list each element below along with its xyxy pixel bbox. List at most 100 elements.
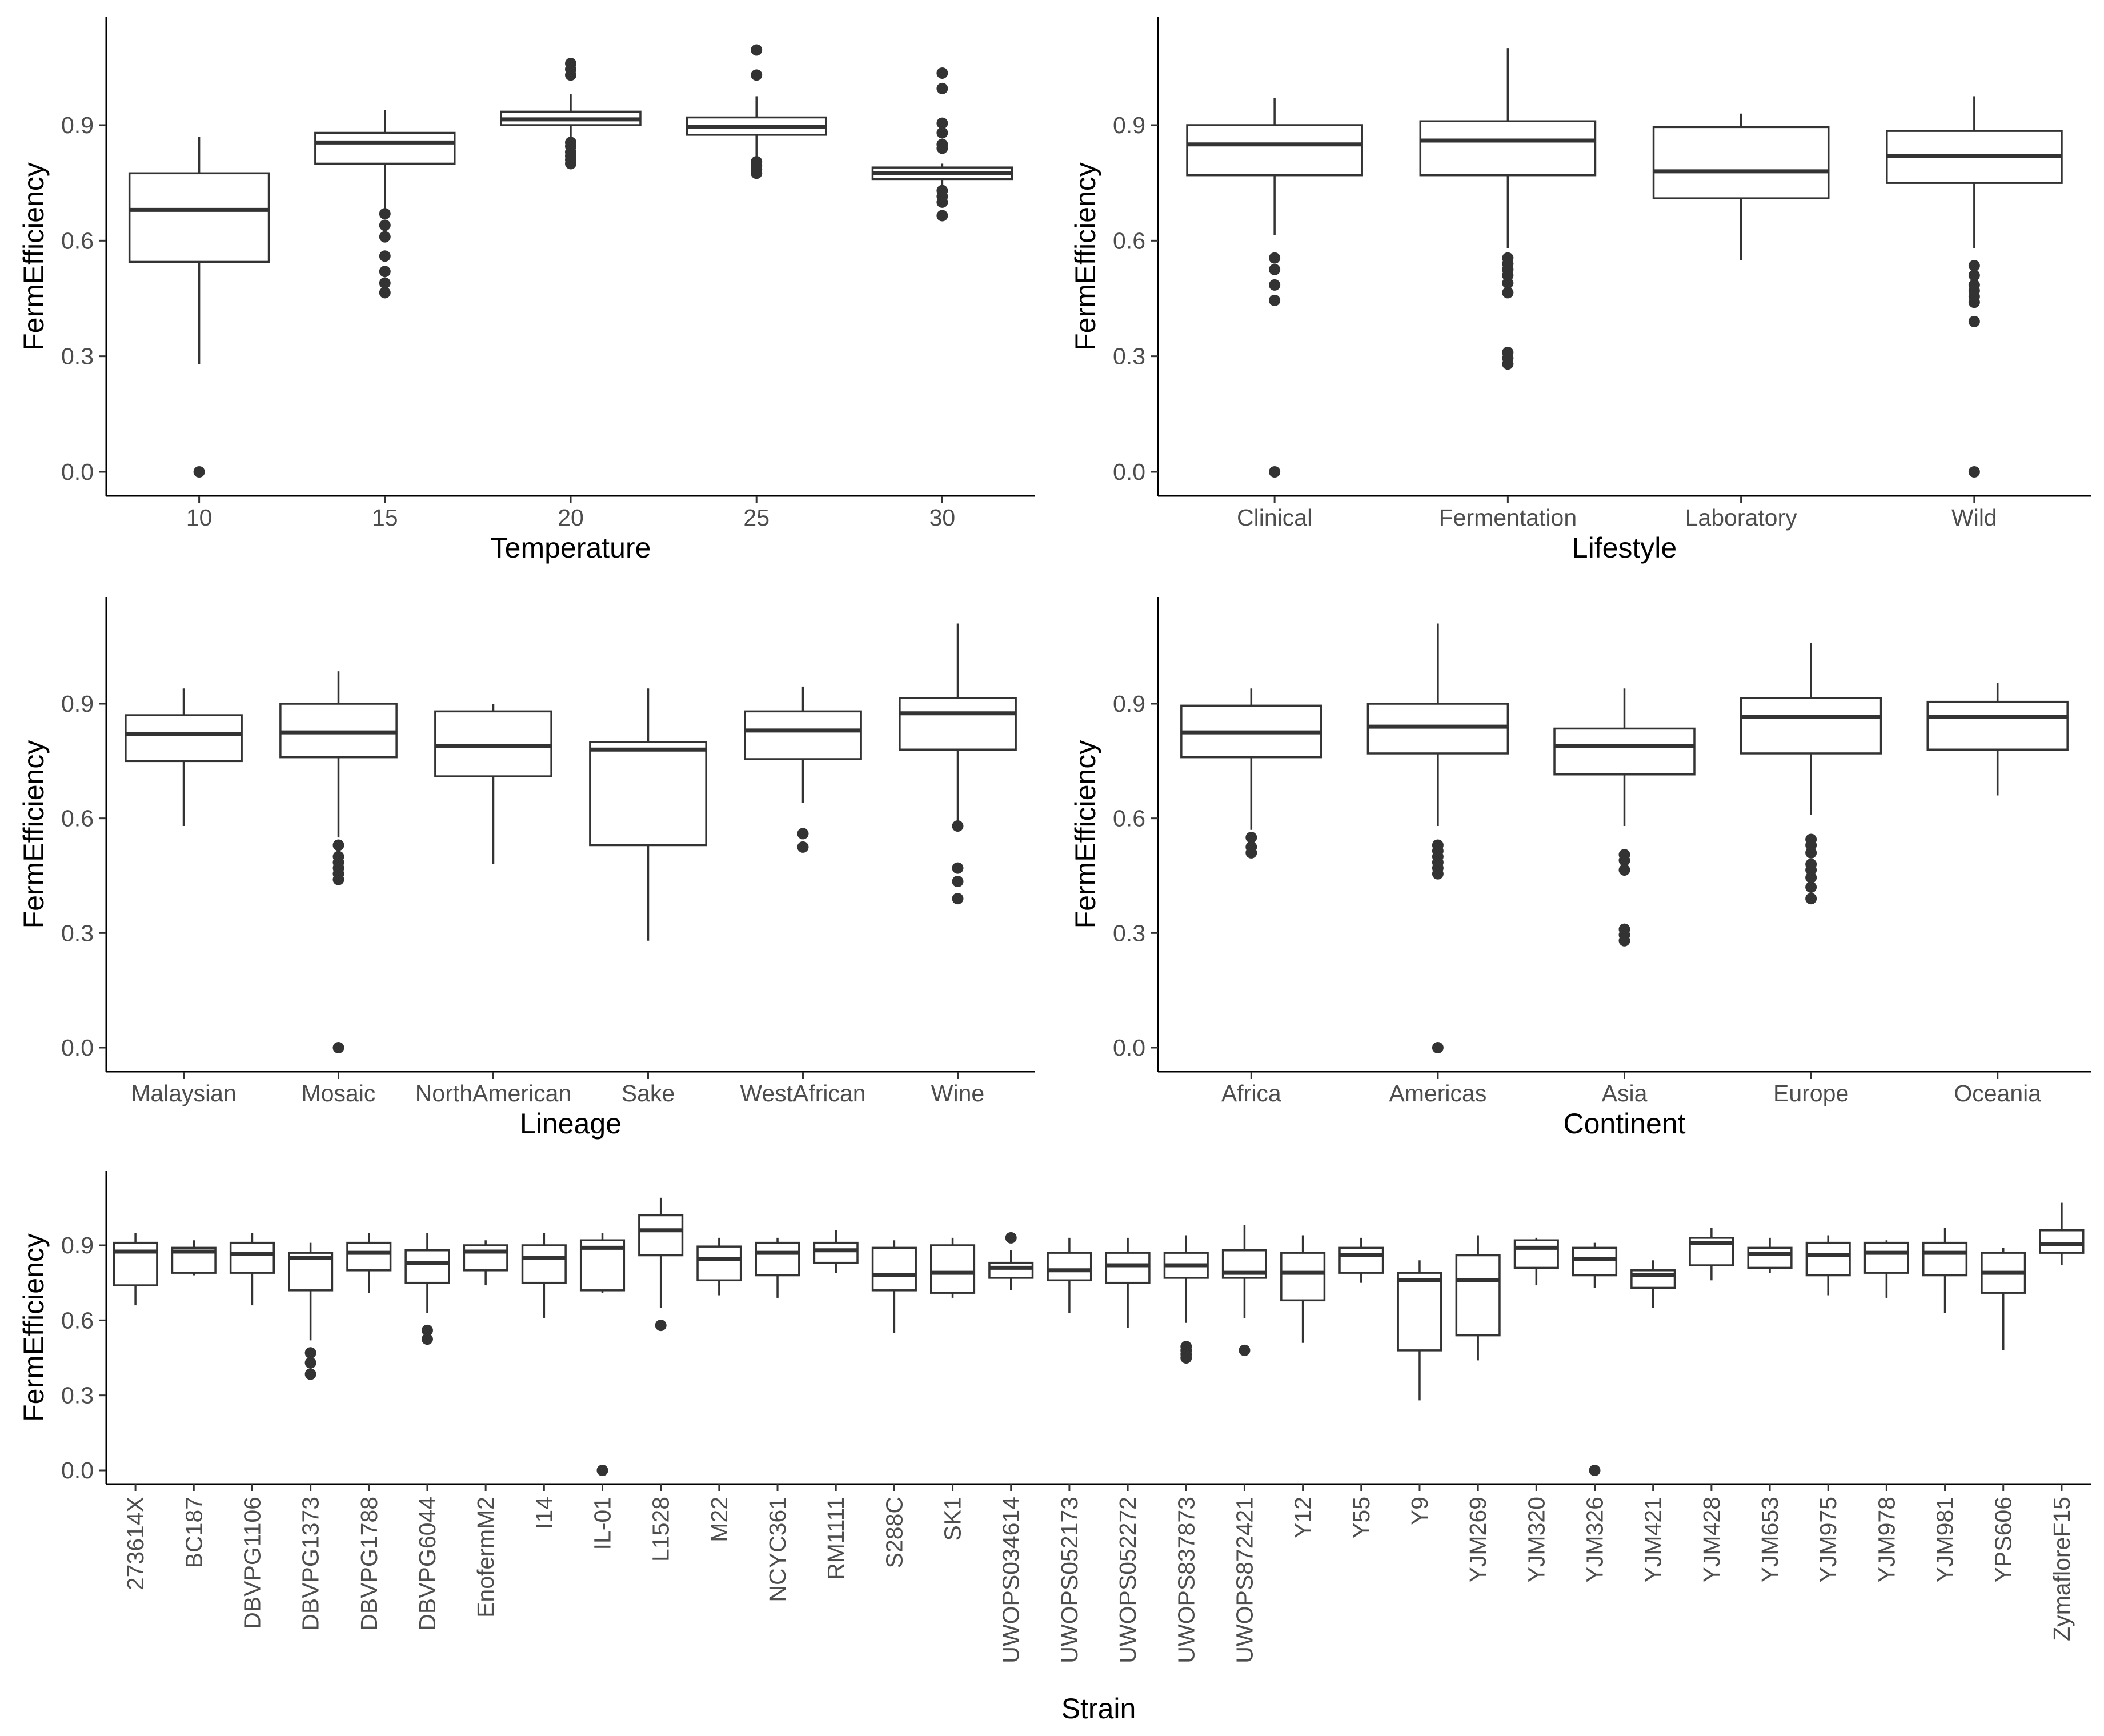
box-15 <box>314 110 456 299</box>
iqr-box <box>346 1241 392 1272</box>
x-tick-label: Sake <box>622 1080 675 1106</box>
outlier-point <box>379 287 391 299</box>
y-tick-label: 0.3 <box>61 920 94 946</box>
box-30 <box>871 67 1013 222</box>
x-tick-label: EnofermM2 <box>472 1497 499 1618</box>
outlier-point <box>596 1465 608 1476</box>
outlier-point <box>655 1320 667 1332</box>
outlier-point <box>797 841 809 853</box>
box-YJM320 <box>1513 1237 1559 1286</box>
iqr-box <box>113 1241 158 1286</box>
box-YJM269 <box>1455 1235 1501 1361</box>
y-tick-label: 0.3 <box>61 343 94 370</box>
iqr-box <box>871 1246 917 1292</box>
box-Y9 <box>1397 1260 1442 1401</box>
box-273614X <box>113 1233 158 1306</box>
box-Malaysian <box>125 688 243 827</box>
outlier-point <box>379 231 391 243</box>
box-YJM975 <box>1805 1235 1851 1296</box>
iqr-box <box>899 697 1017 751</box>
x-tick-label: 20 <box>558 504 584 531</box>
outlier-point <box>1005 1232 1017 1244</box>
outlier-point <box>1269 252 1281 264</box>
outlier-point <box>379 250 391 262</box>
box-SK1 <box>930 1237 976 1298</box>
outlier-point <box>936 127 948 139</box>
iqr-box <box>1105 1252 1151 1284</box>
x-tick-label: BC187 <box>181 1497 207 1568</box>
iqr-box <box>1805 1241 1851 1277</box>
y-axis-title: FermEfficiency <box>1069 740 1101 929</box>
iqr-box <box>1926 700 2069 751</box>
outlier-point <box>1968 315 1980 327</box>
iqr-box <box>314 131 456 165</box>
outlier-point <box>332 839 344 851</box>
outlier-point <box>379 277 391 289</box>
panel-temperature: 0.0 0.3 0.6 0.9 FermEfficiency 10 15 20 25 30 Temp… <box>18 17 1035 564</box>
outlier-point <box>1618 923 1630 935</box>
outlier-point <box>1269 263 1281 275</box>
x-tick-label: Mosaic <box>302 1080 376 1106</box>
outlier-point <box>1502 346 1514 358</box>
box-Clinical <box>1186 98 1363 478</box>
outlier-point <box>1968 279 1980 291</box>
x-tick-label: Wine <box>931 1080 984 1106</box>
x-tick-label: Y55 <box>1348 1497 1374 1538</box>
iqr-box <box>1047 1252 1092 1282</box>
x-tick-label: M22 <box>706 1497 732 1542</box>
outlier-point <box>379 208 391 220</box>
outlier-point <box>751 69 763 81</box>
x-tick-label: UWOPS837873 <box>1173 1497 1199 1663</box>
box-Asia <box>1553 688 1696 947</box>
x-tick-label: Wild <box>1951 504 1997 531</box>
x-tick-label: UWOPS052173 <box>1056 1497 1083 1663</box>
outlier-point <box>936 185 948 197</box>
box-YPS606 <box>1981 1248 2026 1350</box>
box-Africa <box>1180 688 1322 859</box>
y-tick-label: 0.9 <box>1113 112 1145 138</box>
iqr-box <box>696 1245 742 1282</box>
box-Europe <box>1740 642 1882 905</box>
x-tick-label: Malaysian <box>131 1080 237 1106</box>
x-tick-label: WestAfrican <box>740 1080 865 1106</box>
box-20 <box>500 58 642 170</box>
x-axis-title: Lifestyle <box>1572 532 1677 564</box>
iqr-box <box>988 1261 1034 1279</box>
box-YJM978 <box>1863 1240 1909 1298</box>
outlier-point <box>1805 833 1817 845</box>
x-tick-label: UWOPS052272 <box>1115 1497 1141 1663</box>
iqr-box <box>813 1241 859 1264</box>
box-Wine <box>899 623 1017 905</box>
box-DBVPG1373 <box>288 1242 334 1380</box>
box-YJM653 <box>1747 1237 1793 1273</box>
iqr-box <box>404 1249 450 1284</box>
x-tick-label: 15 <box>372 504 398 531</box>
iqr-box <box>229 1241 275 1274</box>
outlier-point <box>379 219 391 231</box>
box-ZymafloreF15 <box>2039 1202 2085 1266</box>
box-L1528 <box>638 1197 684 1332</box>
box-Fermentation <box>1419 48 1597 370</box>
x-tick-label: Y9 <box>1406 1497 1433 1525</box>
box-Laboratory <box>1652 113 1830 260</box>
outlier-point <box>1269 294 1281 306</box>
x-tick-label: UWOPS034614 <box>998 1497 1024 1663</box>
outlier-point <box>1968 270 1980 282</box>
outlier-point <box>1432 839 1444 851</box>
outlier-point <box>1805 881 1817 893</box>
x-tick-label: YJM320 <box>1523 1497 1549 1582</box>
outlier-point <box>1269 466 1281 478</box>
box-NorthAmerican <box>434 704 552 864</box>
x-tick-label: YJM975 <box>1815 1497 1841 1582</box>
outlier-point <box>797 828 809 840</box>
iqr-box <box>125 714 243 763</box>
y-tick-label: 0.9 <box>61 691 94 717</box>
iqr-box <box>1338 1246 1384 1274</box>
x-tick-label: Fermentation <box>1439 504 1577 531</box>
iqr-box <box>1186 124 1363 177</box>
y-tick-label: 0.6 <box>61 1307 94 1333</box>
iqr-box <box>1922 1241 1968 1277</box>
outlier-point <box>421 1324 433 1336</box>
y-axis-title: FermEfficiency <box>18 162 50 351</box>
